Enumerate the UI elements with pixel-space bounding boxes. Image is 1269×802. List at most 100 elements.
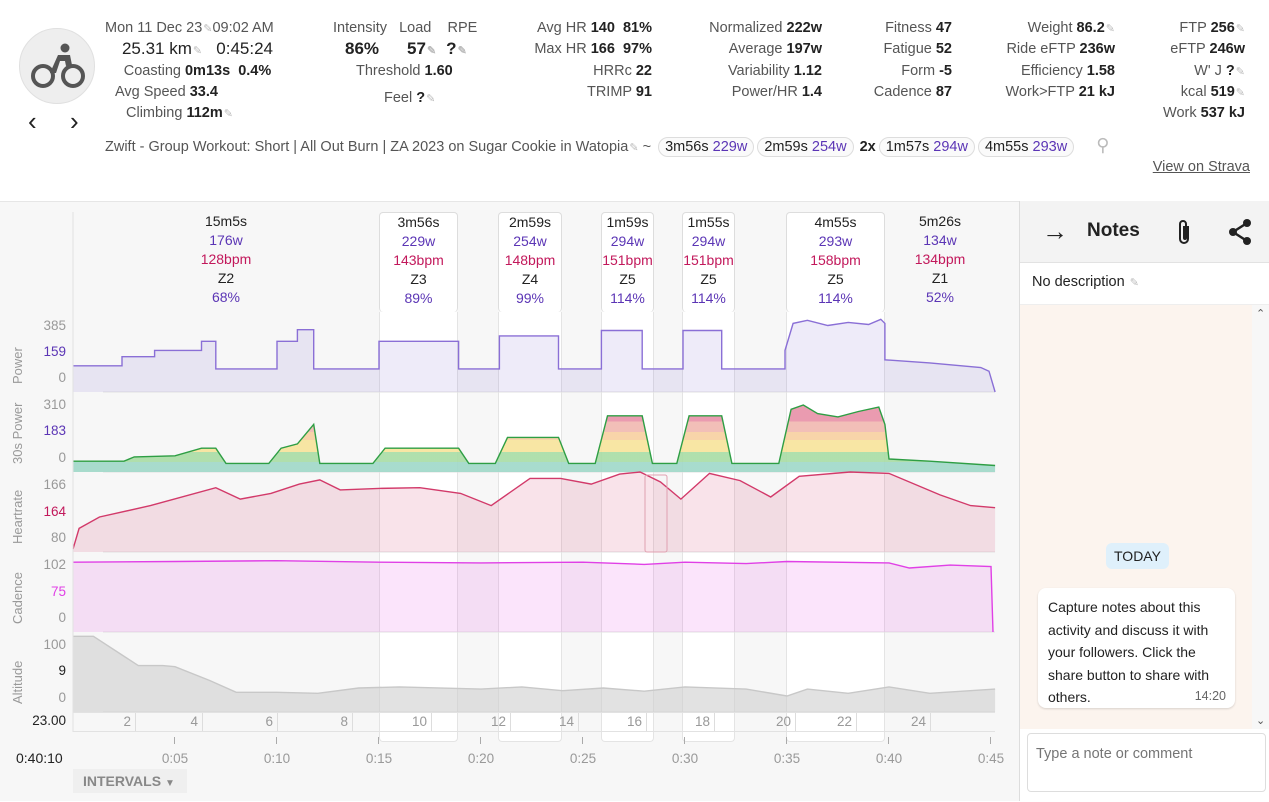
stat-weight: Weight 86.2✎ <box>1006 19 1115 40</box>
interval-dur: 1m55s <box>687 214 730 230</box>
stat-ride-eftp: Ride eFTP 236w <box>1006 40 1115 61</box>
y-tick-label: 0 <box>58 690 66 705</box>
edit-pencil-icon[interactable]: ✎ <box>426 92 436 105</box>
interval-header[interactable]: 5m26s 134w 134bpm Z1 52% <box>885 212 995 312</box>
stat-kcal: kcal 519✎ <box>1163 83 1245 104</box>
caret-down-icon: ▼ <box>164 778 175 789</box>
lap-label[interactable]: 20 <box>775 714 791 729</box>
edit-pencil-icon[interactable]: ✎ <box>223 108 233 121</box>
chip-watts: 229w <box>712 139 748 155</box>
stat-w-j: W' J ?✎ <box>1163 62 1245 83</box>
lap-label[interactable]: 6 <box>265 714 273 729</box>
edit-pencil-icon[interactable]: ✎ <box>203 23 213 35</box>
stat-value: 236w <box>1079 41 1115 58</box>
stat-value: ? <box>1225 62 1235 79</box>
interval-header[interactable]: 2m59s 254w 148bpm Z4 99% <box>498 212 562 312</box>
chip-prefix: 2x <box>859 139 876 155</box>
view-on-strava-link[interactable]: View on Strava <box>1152 159 1250 175</box>
interval-chip[interactable]: 3m56s 229w <box>655 137 755 157</box>
note-input[interactable] <box>1027 733 1266 792</box>
edit-pencil-icon[interactable]: ✎ <box>1235 65 1245 78</box>
interval-highlight[interactable] <box>786 312 885 742</box>
interval-pct: 114% <box>691 290 726 306</box>
y-tick-label: 166 <box>43 477 66 492</box>
lap-label[interactable]: 10 <box>411 714 427 729</box>
interval-pct: 52% <box>925 289 955 305</box>
edit-pencil-icon[interactable]: ✎ <box>457 45 467 58</box>
stat-value: 47 <box>935 20 952 36</box>
lap-label[interactable]: 22 <box>836 714 852 729</box>
edit-pencil-icon[interactable]: ✎ <box>192 45 203 58</box>
intervals-dropdown[interactable]: INTERVALS ▼ <box>73 769 187 793</box>
share-icon[interactable] <box>1228 219 1252 245</box>
cadence-area <box>73 560 994 632</box>
interval-zone: Z2 <box>217 270 235 286</box>
chip-watts: 254w <box>811 139 847 155</box>
activity-description[interactable]: No description ✎ <box>1020 263 1269 305</box>
interval-highlight[interactable] <box>498 312 562 742</box>
lap-label[interactable]: 8 <box>340 714 348 729</box>
activity-charts[interactable] <box>0 202 1019 802</box>
lap-label[interactable]: 12 <box>490 714 506 729</box>
summary-column: Fitness 47 Fatigue 52 Form -5 Cadence 87 <box>874 19 952 104</box>
activity-title[interactable]: Zwift - Group Workout: Short | All Out B… <box>105 139 629 155</box>
interval-header[interactable]: 1m59s 294w 151bpm Z5 114% <box>601 212 654 312</box>
lap-label[interactable]: 2 <box>123 714 131 729</box>
paperclip-icon[interactable] <box>1175 218 1193 246</box>
stat-label: Efficiency <box>1020 62 1083 79</box>
notes-scrollbar[interactable]: ⌃ ⌄ <box>1252 305 1269 729</box>
stat-label: Form <box>901 62 936 79</box>
interval-header[interactable]: 1m55s 294w 151bpm Z5 114% <box>682 212 735 312</box>
edit-pencil-icon[interactable]: ✎ <box>1235 86 1245 99</box>
interval-zone: Z4 <box>521 271 539 287</box>
feel[interactable]: ? <box>416 89 426 106</box>
scroll-down-icon[interactable]: ⌄ <box>1256 715 1266 727</box>
stat-value: 52 <box>935 41 952 58</box>
y-tick-label: 75 <box>50 584 66 599</box>
scroll-up-icon[interactable]: ⌃ <box>1256 308 1266 320</box>
summary-column: FTP 256✎ eFTP 246w W' J ?✎ kcal 519✎ Work 53… <box>1163 19 1245 125</box>
stat-label: Avg HR <box>536 20 587 36</box>
activity-title-row: Zwift - Group Workout: Short | All Out B… <box>105 135 1109 157</box>
interval-chip[interactable]: 2x 1m57s 294w <box>854 137 975 157</box>
stat-label: Work <box>1163 105 1197 122</box>
stat-fitness: Fitness 47 <box>874 19 952 40</box>
rpe[interactable]: ? <box>446 39 457 59</box>
interval-chip[interactable]: 2m59s 254w <box>754 137 854 157</box>
interval-highlight[interactable] <box>682 312 735 742</box>
lap-label[interactable]: 16 <box>626 714 642 729</box>
edit-pencil-icon[interactable]: ✎ <box>1105 23 1115 35</box>
activity-type-avatar <box>19 28 95 104</box>
arrow-right-icon[interactable]: → <box>1042 216 1068 246</box>
lap-label[interactable]: 14 <box>558 714 574 729</box>
interval-header[interactable]: 3m56s 229w 143bpm Z3 89% <box>379 212 458 312</box>
selection-box[interactable] <box>644 474 668 553</box>
interval-header[interactable]: 15m5s 176w 128bpm Z2 68% <box>73 212 379 312</box>
lap-label[interactable]: 18 <box>694 714 710 729</box>
stat-cadence: Cadence 87 <box>874 83 952 104</box>
interval-header[interactable]: 4m55s 293w 158bpm Z5 114% <box>786 212 885 312</box>
activity-date[interactable]: Mon 11 Dec 23 <box>105 20 203 36</box>
summary-col-2: Intensity Load RPE 86% 57✎ ?✎ Threshold 1.… <box>325 19 490 110</box>
stat-value: 86.2 <box>1076 20 1105 36</box>
edit-pencil-icon[interactable]: ✎ <box>1129 277 1139 289</box>
lap-label[interactable]: 24 <box>910 714 926 729</box>
interval-pct: 99% <box>515 290 545 306</box>
interval-chip[interactable]: 4m55s 293w <box>975 137 1075 157</box>
summary-column: Avg HR 140 81% Max HR 166 97% HRRc 22 TRIMP… <box>534 19 652 104</box>
stat-label: Fatigue <box>883 41 932 58</box>
interval-dur: 2m59s <box>508 214 552 230</box>
prev-activity-button[interactable]: ‹ <box>28 106 37 136</box>
search-icon[interactable]: ⚲ <box>1096 135 1110 155</box>
next-activity-button[interactable]: › <box>70 106 79 136</box>
interval-hr: 128bpm <box>200 251 252 267</box>
lap-label[interactable]: 4 <box>190 714 198 729</box>
laps-row: 2 4 6 8 10 12 14 16 18 20 22 24 <box>73 712 995 732</box>
edit-pencil-icon[interactable]: ✎ <box>426 45 437 58</box>
edit-pencil-icon[interactable]: ✎ <box>629 142 639 154</box>
stat-label: TRIMP <box>586 83 632 100</box>
stat-value: 1.58 <box>1086 62 1115 79</box>
edit-pencil-icon[interactable]: ✎ <box>1235 23 1245 35</box>
interval-highlight[interactable] <box>379 312 458 742</box>
interval-dur: 4m55s <box>814 214 857 230</box>
